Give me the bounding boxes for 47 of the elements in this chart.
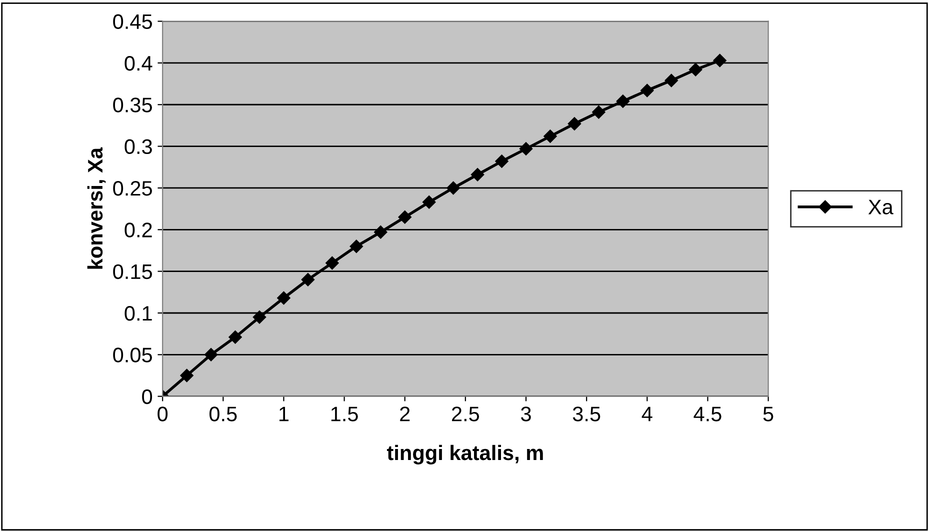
point (301, 273, 315, 286)
point (228, 330, 242, 344)
x-tick-label: 3 (521, 406, 531, 422)
y-tick-label: 0.15 (113, 264, 152, 280)
point (544, 130, 557, 143)
y-tick-label: 0.45 (113, 14, 152, 30)
x-tick-label: 0 (158, 406, 168, 422)
y-tick-label: 0.2 (124, 222, 152, 238)
point (664, 74, 678, 88)
x-tick-label: 1.5 (331, 406, 358, 422)
point (446, 181, 460, 195)
point (204, 348, 218, 362)
x-tick-label: 2.5 (452, 406, 480, 422)
x-tick-label: 1 (280, 406, 288, 422)
legend-label: Xa (868, 200, 894, 214)
point (398, 210, 412, 224)
point (277, 291, 290, 305)
point (252, 310, 266, 324)
x-tick-label: 4 (642, 406, 652, 422)
point (713, 54, 726, 68)
point (568, 117, 582, 130)
point (350, 240, 363, 253)
y-tick-label: 0 (142, 389, 152, 404)
y-tick-label: 0.05 (113, 348, 152, 362)
y-axis-title: konversi, Xa (87, 147, 106, 269)
y-tick-label: 0.25 (113, 180, 152, 196)
point (495, 154, 508, 168)
point (689, 63, 702, 76)
x-tick-label: 0.5 (209, 406, 237, 422)
point (374, 226, 388, 239)
x-tick-label: 3.5 (572, 406, 600, 422)
y-tick-label: 0.4 (124, 56, 152, 71)
point (519, 142, 533, 156)
x-tick-label: 2 (400, 406, 410, 422)
point (616, 94, 630, 108)
x-tick-label: 4.5 (694, 406, 722, 422)
point (180, 368, 194, 382)
y-tick-label: 0.1 (124, 306, 152, 321)
y-tick-label: 0.35 (113, 98, 152, 112)
point (640, 84, 654, 98)
point (326, 256, 339, 270)
point (592, 106, 606, 119)
y-tick-label: 0.3 (124, 139, 152, 154)
x-tick-label: 5 (763, 406, 774, 422)
x-axis-title: tinggi katalis, m (386, 444, 543, 464)
point (470, 168, 484, 182)
point (422, 196, 436, 209)
